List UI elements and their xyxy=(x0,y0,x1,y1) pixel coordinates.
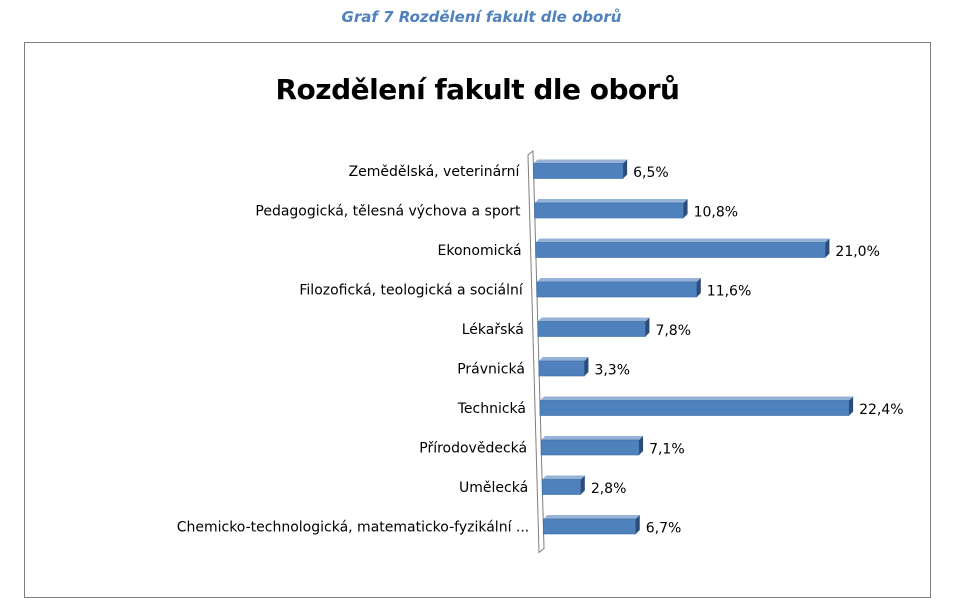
value-label: 10,8% xyxy=(694,205,738,221)
value-label: 3,3% xyxy=(594,363,630,379)
bar-group xyxy=(539,396,854,416)
figure-caption: Graf 7 Rozdělení fakult dle oborů xyxy=(341,8,622,26)
bar-top-face xyxy=(533,159,628,164)
bar-end-face xyxy=(639,436,644,455)
bar-top-face xyxy=(537,317,650,322)
bar xyxy=(534,202,684,219)
category-label: Zemědělská, veterinární xyxy=(349,164,521,180)
category-label: Právnická xyxy=(457,362,525,378)
bar-group xyxy=(537,317,650,337)
bar-group xyxy=(536,278,701,298)
bar-top-face xyxy=(543,515,640,519)
bar-end-face xyxy=(623,159,628,179)
category-label: Chemicko-technologická, matematicko-fyzi… xyxy=(177,520,530,536)
bar-chart: Zemědělská, veterinární 6,5% Pedagogická, … xyxy=(177,149,904,554)
bar-group xyxy=(535,238,830,258)
category-label: Umělecká xyxy=(459,480,528,496)
bar-top-face xyxy=(536,278,701,282)
bar-end-face xyxy=(584,357,589,376)
category-label: Filozofická, teologická a sociální xyxy=(299,283,523,299)
bar-top-face xyxy=(541,436,644,440)
bar-group xyxy=(542,515,640,535)
bar-end-face xyxy=(580,475,585,495)
bar-end-face xyxy=(645,317,650,337)
bar-top-face xyxy=(534,199,688,203)
bar-top-face xyxy=(542,475,585,480)
chart-title: Rozdělení fakult dle oborů xyxy=(275,73,681,106)
category-label: Technická xyxy=(457,401,526,417)
bar xyxy=(535,242,826,258)
bar-end-face xyxy=(696,278,701,297)
value-label: 6,5% xyxy=(633,165,669,181)
bar-end-face xyxy=(849,396,854,416)
bar xyxy=(541,479,582,495)
bar-top-face xyxy=(535,238,830,243)
value-label: 2,8% xyxy=(591,481,627,497)
bar xyxy=(540,439,640,456)
axis-wall xyxy=(527,149,545,554)
bar-top-face xyxy=(538,357,589,361)
bar xyxy=(542,518,637,535)
value-label: 21,0% xyxy=(835,244,879,260)
bar xyxy=(537,321,646,337)
value-label: 7,1% xyxy=(649,442,685,458)
bar-top-face xyxy=(540,396,854,401)
value-label: 11,6% xyxy=(707,284,751,300)
value-label: 7,8% xyxy=(655,323,691,339)
bar xyxy=(533,163,624,179)
bar-group xyxy=(541,475,585,495)
bar-group xyxy=(538,357,589,377)
value-label: 6,7% xyxy=(646,521,682,537)
category-label: Ekonomická xyxy=(438,243,522,259)
bar-group xyxy=(540,436,644,456)
category-label: Lékařská xyxy=(462,322,524,338)
bar-end-face xyxy=(683,199,688,218)
value-label: 22,4% xyxy=(859,402,903,418)
bar-group xyxy=(533,159,628,179)
bar-end-face xyxy=(825,238,830,258)
bar-end-face xyxy=(635,515,640,534)
bar xyxy=(539,400,850,416)
category-label: Přírodovědecká xyxy=(419,441,527,457)
chart-frame: Rozdělení fakult dle oborů Zemědělská, v… xyxy=(24,42,931,598)
category-label: Pedagogická, tělesná výchova a sport xyxy=(255,204,521,220)
bar xyxy=(536,281,698,298)
bar xyxy=(538,360,585,377)
bar-group xyxy=(534,199,688,219)
